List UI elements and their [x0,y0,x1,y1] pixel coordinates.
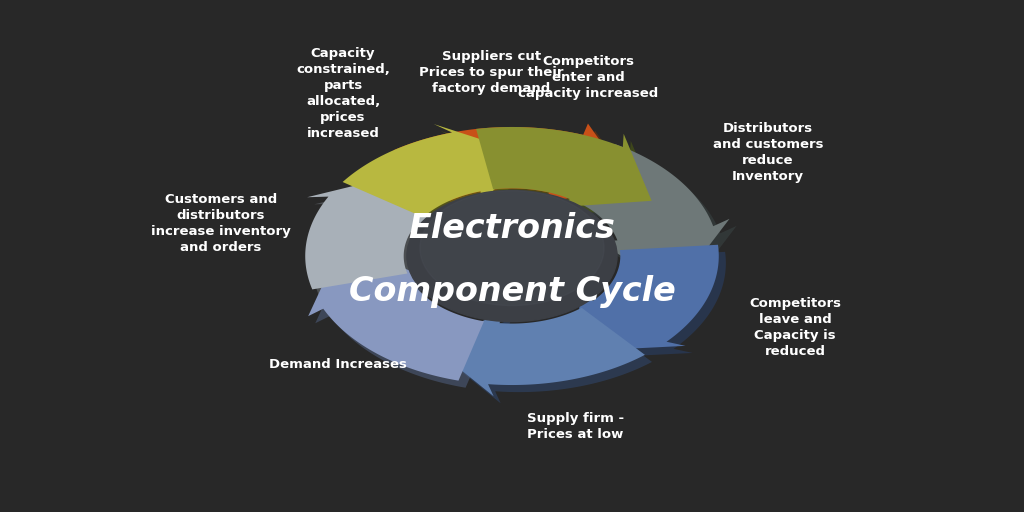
Text: Electronics: Electronics [409,212,615,245]
Polygon shape [476,127,651,207]
Text: Demand Increases: Demand Increases [269,358,407,371]
Polygon shape [305,171,430,289]
Polygon shape [393,123,632,203]
Polygon shape [350,131,535,224]
Polygon shape [483,134,658,215]
Polygon shape [428,308,645,396]
Polygon shape [573,152,736,297]
Polygon shape [308,242,484,380]
Polygon shape [315,249,492,388]
Polygon shape [400,131,639,210]
Ellipse shape [407,190,617,322]
Text: Suppliers cut
Prices to spur their
factory demand: Suppliers cut Prices to spur their facto… [419,50,563,95]
Polygon shape [312,178,437,296]
Text: Competitors
leave and
Capacity is
reduced: Competitors leave and Capacity is reduce… [749,297,841,358]
Text: Component Cycle: Component Cycle [348,275,676,308]
Text: Supply firm -
Prices at low: Supply firm - Prices at low [526,412,624,441]
Polygon shape [435,315,652,403]
Polygon shape [574,245,719,351]
Ellipse shape [420,190,604,306]
Text: Distributors
and customers
reduce
Inventory: Distributors and customers reduce Invent… [713,122,823,183]
Polygon shape [566,144,729,290]
Polygon shape [582,252,726,358]
Text: Competitors
enter and
capacity increased: Competitors enter and capacity increased [518,55,658,100]
Text: Capacity
constrained,
parts
allocated,
prices
increased: Capacity constrained, parts allocated, p… [296,47,390,140]
Polygon shape [343,124,527,217]
Text: Customers and
distributors
increase inventory
and orders: Customers and distributors increase inve… [152,194,291,254]
